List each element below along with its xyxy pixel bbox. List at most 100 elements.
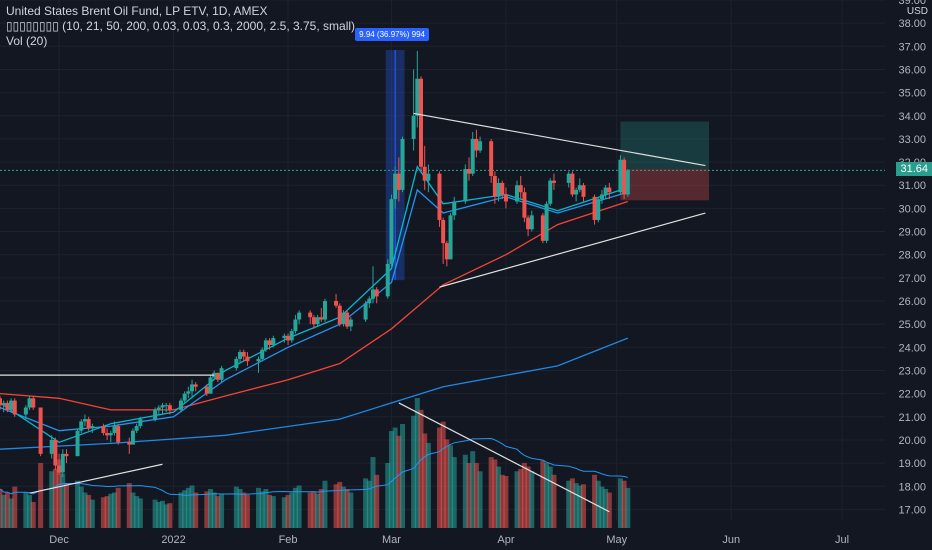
price-tick-label: 17.00 [898,504,926,516]
trendlines[interactable] [0,112,706,513]
price-tick-label: 18.00 [898,481,926,493]
volume-bar [270,496,276,528]
volume-bar [23,492,29,528]
volume-bar [566,480,572,528]
candle-body [345,312,350,327]
volume-bar [204,491,210,528]
candle-body [625,170,630,195]
candle-body [238,351,243,359]
candle-body [492,175,497,197]
long-position-target-zone [620,121,710,170]
candle-body [452,201,457,216]
candle-body [156,407,161,410]
candle-body [419,78,423,167]
volume-bar [411,415,417,528]
volume-bar [496,466,502,528]
volume-bar [625,487,631,528]
volume-bar [448,445,454,528]
candle-body [182,393,187,401]
candle-body [289,331,294,341]
volume-bar [307,492,313,528]
volume-bar [333,484,339,528]
candle-body [503,194,508,202]
candle-body [134,426,139,431]
candle-body [75,430,80,457]
time-tick-label: Jul [835,534,849,546]
candle-body [267,340,272,346]
volume-bar [348,492,354,528]
candle-body [208,377,213,394]
volume-bar [466,463,472,528]
price-tick-label: 28.00 [898,250,926,262]
candle-body [256,358,261,362]
time-tick-label: 2022 [161,534,185,546]
volume-bar [400,424,406,528]
price-tick-label: 24.00 [898,342,926,354]
candle-body [245,356,250,362]
currency-label[interactable]: USD [906,6,928,17]
volume-bar [289,492,295,528]
candle-body [422,166,427,181]
time-axis[interactable]: Dec 2022 Feb Mar Apr May Jun Jul [49,534,849,546]
candle-body [437,173,442,220]
volume-bar [551,474,557,528]
volume-bar [292,487,298,528]
candle-body [599,194,604,200]
volume-bar [603,489,609,528]
volume-legend[interactable]: Vol (20) [6,34,48,48]
volume-bar [237,489,243,528]
volume-bar [152,499,158,528]
volume-bar [473,463,479,528]
price-tick-label: 27.00 [898,273,926,285]
candle-body [581,185,586,197]
candle-body [204,386,209,394]
price-tick-label: 25.00 [898,319,926,331]
candle-body [444,243,449,260]
candle-body [400,138,405,190]
ma-line-sma50 [0,200,629,411]
candle-body [167,405,172,410]
volume-bar [525,466,531,528]
candle-body [49,439,54,454]
candle-body [219,368,224,380]
candle-body [574,189,579,195]
volume-bar [82,492,88,528]
candle-body [108,433,113,436]
volume-bar [75,480,81,528]
volume-bar [163,504,169,528]
price-tick-label: 20.00 [898,435,926,447]
volume-bar [189,485,195,528]
price-tick-label: 26.00 [898,296,926,308]
volume-bar [156,502,162,528]
price-tick-label: 29.00 [898,227,926,239]
candle-body [577,185,582,190]
candle-body [64,453,69,457]
volume-bar [256,487,262,528]
candle-body [293,319,298,332]
volume-bar [30,502,36,528]
volume-bar [318,489,324,528]
candle-body [396,173,401,190]
price-axis[interactable]: 17.00 18.00 19.00 20.00 21.00 22.00 23.00 24.00… [885,0,932,550]
volume-bar [440,421,446,528]
candle-body [138,419,143,427]
volume-bar [60,473,66,528]
symbol-title[interactable]: United States Brent Oil Fund, LP ETV, 1D… [6,4,268,18]
volume-bar [281,497,287,528]
volume-bar [259,491,265,528]
volume-bar [1,494,7,528]
volume-bar [521,463,527,528]
price-tick-label: 19.00 [898,458,926,470]
candle-body [337,305,342,325]
candle-body [618,159,623,193]
candle-body [311,317,316,325]
volume-bar [488,457,494,528]
volume-bar [436,427,442,528]
candle-body [566,173,571,183]
indicator-legend[interactable]: ▯▯▯▯▯▯▯▯ (10, 21, 50, 200, 0.03, 0.03, 0… [6,19,356,33]
candle-body [603,187,608,195]
volume-bar [263,489,269,528]
candle-body [319,317,324,320]
volume-bar [111,492,117,528]
